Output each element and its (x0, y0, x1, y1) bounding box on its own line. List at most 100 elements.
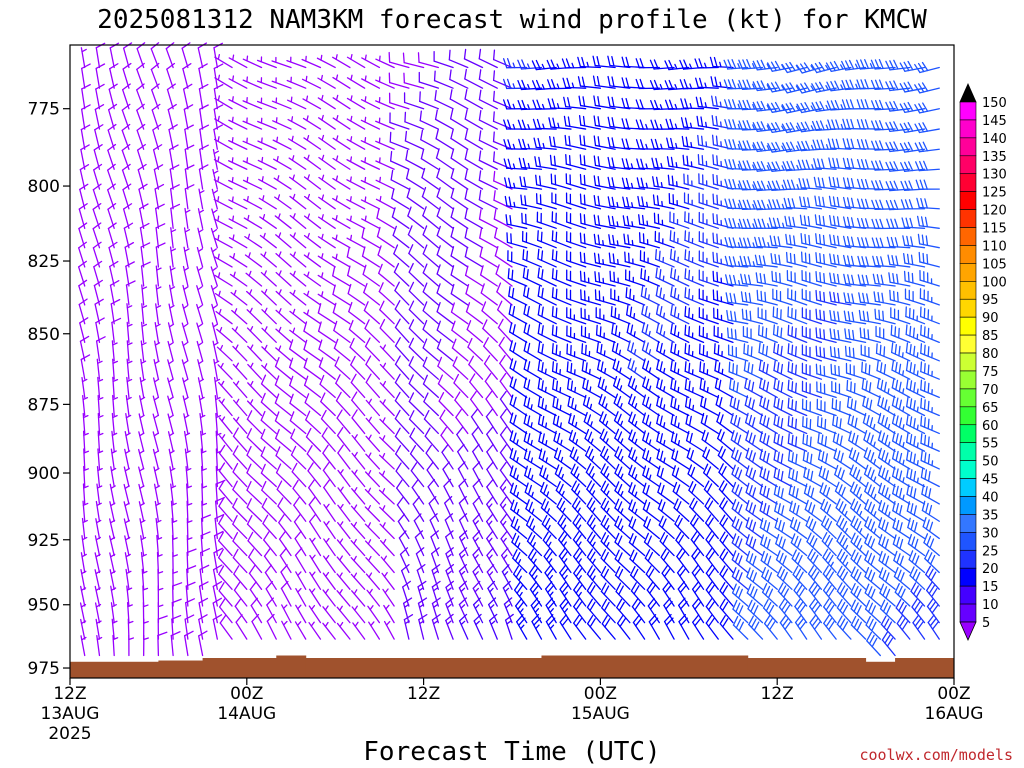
barb-half-feather (142, 604, 149, 608)
barb-half-feather (548, 574, 554, 581)
wind-barb (183, 104, 194, 130)
wind-barb (592, 75, 616, 89)
wind-barb (111, 412, 118, 435)
barb-feather (213, 104, 224, 110)
barb-half-feather (153, 378, 160, 383)
barb-feather (650, 617, 659, 626)
wind-barb (140, 358, 147, 380)
barb-feather (668, 59, 674, 70)
barb-half-feather (335, 195, 338, 202)
barb-half-feather (249, 326, 254, 332)
barb-half-feather (311, 537, 316, 543)
wind-barb (422, 225, 439, 249)
wind-barb (152, 123, 162, 150)
barb-feather (420, 148, 425, 160)
barb-half-feather (81, 378, 88, 383)
wind-barb (684, 249, 705, 268)
wind-barb (295, 571, 307, 590)
barb-feather (692, 597, 700, 607)
wind-barb (109, 569, 116, 590)
wind-barb (698, 288, 719, 306)
barb-feather (704, 497, 711, 507)
barb-feather (703, 380, 706, 392)
wind-barb (628, 464, 646, 488)
barb-feather (502, 58, 508, 69)
wind-barb (524, 482, 543, 505)
barb-shaft (277, 505, 292, 522)
barb-shaft (397, 520, 410, 540)
wind-barb (449, 108, 469, 130)
barb-shaft (648, 621, 660, 640)
barb-feather (417, 597, 428, 604)
barb-shaft (198, 602, 204, 624)
barb-feather (685, 136, 689, 148)
barb-shaft (289, 214, 307, 229)
barb-feather (543, 484, 548, 495)
wind-barb (303, 290, 322, 306)
barb-feather (644, 549, 651, 559)
wind-barb (251, 613, 263, 640)
barb-half-feather (634, 420, 638, 427)
barb-feather (494, 227, 498, 239)
barb-half-feather (154, 467, 160, 472)
wind-barb (228, 157, 248, 170)
barb-feather (78, 203, 88, 210)
barb-feather (703, 480, 710, 491)
wind-barb (261, 288, 277, 306)
barb-feather (553, 447, 559, 458)
barb-half-feather (692, 404, 695, 411)
wind-barb (365, 572, 381, 590)
wind-barb (196, 246, 204, 268)
barb-shaft (333, 329, 351, 343)
barb-feather (407, 206, 412, 217)
barb-feather (394, 281, 400, 292)
barb-feather (566, 378, 570, 390)
barb-feather (642, 465, 647, 476)
barb-shaft (558, 539, 572, 557)
barb-shaft (81, 108, 86, 130)
wind-barb (615, 582, 631, 607)
barb-shaft (351, 452, 366, 470)
wind-barb (684, 211, 705, 229)
barb-shaft (701, 438, 719, 452)
wind-barb (308, 604, 322, 624)
barb-feather (509, 430, 514, 441)
wind-barb (608, 234, 631, 249)
wind-barb (396, 479, 410, 505)
barb-shaft (332, 311, 351, 325)
barb-feather (699, 77, 703, 89)
wind-barb (278, 514, 292, 540)
barb-feather (670, 267, 673, 279)
barb-feather (396, 496, 404, 506)
barb-feather (407, 225, 413, 236)
barb-feather (246, 480, 252, 491)
barb-shaft (486, 468, 498, 488)
barb-shaft (379, 327, 395, 343)
wind-barb (181, 359, 189, 380)
barb-shaft (653, 147, 675, 150)
barb-feather (549, 135, 552, 147)
wind-barb (563, 96, 587, 110)
barb-feather (434, 109, 438, 121)
wind-barb (661, 564, 675, 590)
wind-barb (623, 233, 646, 249)
wind-barb (499, 354, 513, 380)
barb-feather (676, 548, 683, 558)
barb-half-feather (197, 267, 203, 272)
barb-shaft (289, 272, 307, 287)
barb-shaft (184, 618, 189, 640)
wind-barb (418, 613, 428, 640)
barb-shaft (377, 254, 395, 268)
barb-shaft (257, 159, 277, 170)
barb-half-feather (527, 162, 531, 169)
wind-barb (504, 613, 514, 640)
barb-feather (689, 432, 693, 444)
barb-feather (637, 195, 641, 207)
barb-feather (628, 411, 633, 422)
wind-barb (436, 338, 454, 362)
barb-feather (521, 99, 527, 111)
wind-barb (492, 90, 513, 110)
barb-feather (507, 268, 510, 279)
wind-barb (388, 92, 410, 110)
barb-shaft (441, 451, 454, 470)
